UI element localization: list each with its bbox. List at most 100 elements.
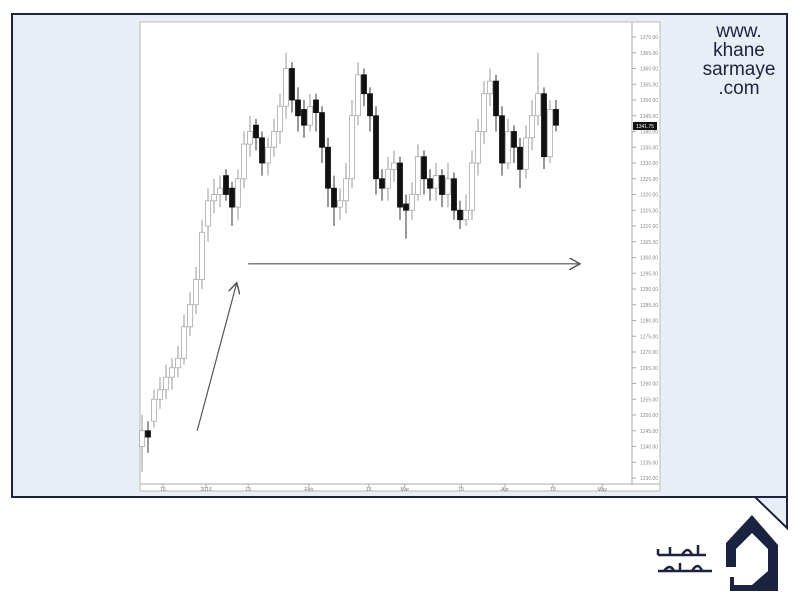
candle-up bbox=[415, 156, 421, 195]
candle-down bbox=[295, 99, 301, 117]
candle-up bbox=[337, 200, 343, 208]
candle-down bbox=[373, 115, 379, 180]
candle-down bbox=[427, 178, 433, 189]
y-tick-label: 1340.00 bbox=[640, 130, 658, 136]
candle-up bbox=[157, 389, 163, 400]
candle-up bbox=[463, 209, 469, 221]
candle-up bbox=[385, 168, 391, 189]
candle-up bbox=[307, 105, 313, 126]
y-tick-label: 1345.00 bbox=[640, 114, 658, 120]
y-tick-label: 1265.00 bbox=[640, 366, 658, 372]
watermark-line: .com bbox=[718, 78, 760, 99]
candle-up bbox=[469, 162, 475, 211]
candle-up bbox=[505, 131, 511, 164]
y-tick-label: 1295.00 bbox=[640, 271, 658, 277]
candle-up bbox=[343, 178, 349, 202]
y-tick-label: 1310.00 bbox=[640, 224, 658, 230]
y-tick-label: 1320.00 bbox=[640, 193, 658, 199]
y-tick-label: 1355.00 bbox=[640, 82, 658, 88]
y-tick-label: 1365.00 bbox=[640, 51, 658, 57]
candle-up bbox=[163, 376, 169, 391]
x-tick-label: Apr bbox=[501, 487, 509, 493]
x-tick-label: 15 bbox=[458, 487, 464, 493]
candle-up bbox=[175, 357, 181, 369]
y-tick-label: 1240.00 bbox=[640, 445, 658, 451]
watermark-line: www. bbox=[716, 21, 762, 42]
candle-down bbox=[517, 146, 523, 170]
candle-up bbox=[265, 146, 271, 164]
candle-down bbox=[367, 93, 373, 117]
candle-down bbox=[403, 203, 409, 211]
annotation-arrow bbox=[196, 283, 237, 431]
candle-up bbox=[151, 398, 157, 422]
candle-up bbox=[181, 326, 187, 359]
candle-down bbox=[499, 115, 505, 164]
x-tick-label: Feb bbox=[304, 487, 313, 493]
candle-up bbox=[193, 279, 199, 306]
candle-down bbox=[325, 146, 331, 189]
y-tick-label: 1270.00 bbox=[640, 350, 658, 356]
candle-up bbox=[139, 430, 145, 447]
candle-down bbox=[259, 137, 265, 164]
candle-down bbox=[253, 124, 259, 139]
candle-down bbox=[511, 131, 517, 148]
y-tick-label: 1285.00 bbox=[640, 303, 658, 309]
candle-down bbox=[145, 430, 151, 438]
current-price-label: 1341.75 bbox=[636, 124, 654, 130]
candle-up bbox=[481, 93, 487, 132]
candle-up bbox=[475, 131, 481, 164]
x-tick-label: 2016 bbox=[201, 487, 212, 493]
candle-down bbox=[397, 162, 403, 208]
candle-up bbox=[205, 200, 211, 227]
candle-down bbox=[379, 178, 385, 189]
y-tick-label: 1370.00 bbox=[640, 35, 658, 41]
candle-up bbox=[283, 68, 289, 107]
candle-up bbox=[211, 194, 217, 202]
candle-up bbox=[271, 131, 277, 148]
house-logo-icon bbox=[726, 515, 778, 591]
y-tick-label: 1280.00 bbox=[640, 319, 658, 325]
khane-sarmaye-logo bbox=[656, 515, 778, 591]
candle-up bbox=[433, 175, 439, 189]
frame-corner bbox=[752, 496, 788, 531]
x-tick-label: Mar bbox=[400, 487, 409, 493]
candle-down bbox=[331, 187, 337, 208]
y-tick-label: 1235.00 bbox=[640, 460, 658, 466]
candle-up bbox=[199, 231, 205, 280]
candle-up bbox=[217, 187, 223, 195]
candle-down bbox=[289, 68, 295, 101]
candle-down bbox=[421, 156, 427, 180]
x-tick-label: May bbox=[597, 487, 607, 493]
y-tick-label: 1330.00 bbox=[640, 161, 658, 167]
candle-down bbox=[229, 187, 235, 208]
candle-up bbox=[169, 367, 175, 378]
x-tick-label: 16 bbox=[366, 487, 372, 493]
candle-up bbox=[547, 109, 553, 158]
candle-up bbox=[349, 115, 355, 180]
y-tick-label: 1360.00 bbox=[640, 67, 658, 73]
candle-down bbox=[439, 175, 445, 195]
y-tick-label: 1245.00 bbox=[640, 429, 658, 435]
candle-up bbox=[247, 131, 253, 145]
candle-down bbox=[319, 112, 325, 148]
candle-down bbox=[313, 99, 319, 113]
y-tick-label: 1300.00 bbox=[640, 256, 658, 262]
logo-persian-lettering bbox=[656, 545, 712, 573]
candle-down bbox=[301, 109, 307, 126]
y-tick-label: 1350.00 bbox=[640, 98, 658, 104]
candle-up bbox=[409, 194, 415, 211]
candle-down bbox=[493, 80, 499, 117]
x-tick-label: 19 bbox=[245, 487, 251, 493]
candle-up bbox=[391, 162, 397, 170]
chart-panel bbox=[139, 21, 661, 492]
candle-down bbox=[451, 178, 457, 211]
x-tick-label: 16 bbox=[160, 487, 166, 493]
candle-down bbox=[553, 109, 559, 126]
y-tick-label: 1315.00 bbox=[640, 208, 658, 214]
watermark-line: khane bbox=[713, 40, 765, 61]
candle-up bbox=[187, 304, 193, 328]
y-tick-label: 1325.00 bbox=[640, 177, 658, 183]
candle-up bbox=[241, 143, 247, 180]
y-tick-label: 1260.00 bbox=[640, 382, 658, 388]
